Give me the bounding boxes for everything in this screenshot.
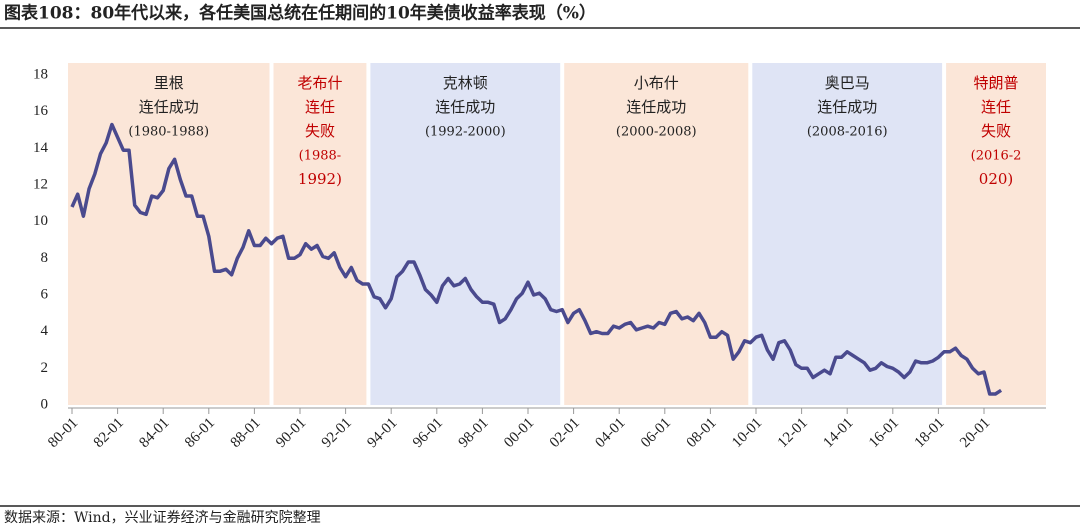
region-label: 里根 [154, 74, 184, 92]
x-tick-label: 10-01 [729, 415, 765, 451]
region [370, 63, 561, 405]
x-tick-label: 02-01 [547, 415, 583, 451]
region-label: 克林顿 [443, 74, 488, 92]
y-tick-label: 14 [33, 140, 49, 156]
x-tick-label: 14-01 [820, 415, 856, 451]
x-tick-label: 12-01 [775, 415, 811, 451]
region-label: 小布什 [634, 74, 679, 92]
region-label: 1992) [298, 170, 342, 188]
y-tick-label: 8 [41, 250, 49, 266]
yield-line [70, 122, 1003, 396]
region [564, 63, 749, 405]
y-tick-label: 10 [33, 213, 48, 229]
x-tick-label: 96-01 [410, 415, 446, 451]
x-tick-label: 18-01 [912, 415, 948, 451]
y-tick-label: 18 [33, 66, 48, 82]
y-tick-label: 16 [33, 103, 49, 119]
x-tick-label: 04-01 [592, 415, 628, 451]
x-tick-label: 84-01 [136, 415, 172, 451]
x-tick-label: 98-01 [456, 415, 492, 451]
x-tick-label: 90-01 [273, 415, 309, 451]
region-label: 连任成功 [626, 98, 686, 116]
x-tick-label: 86-01 [182, 415, 218, 451]
region-label: (2008-2016) [807, 125, 888, 140]
region-label: 连任成功 [435, 98, 495, 116]
x-tick-label: 88-01 [228, 415, 264, 451]
x-tick-label: 08-01 [684, 415, 720, 451]
y-tick-label: 4 [41, 323, 49, 339]
region-label: 020) [979, 170, 1013, 188]
region [273, 63, 367, 405]
y-tick-label: 2 [41, 360, 49, 376]
region-label: 老布什 [297, 74, 342, 92]
region-label: 特朗普 [974, 74, 1019, 92]
x-tick-label: 20-01 [957, 415, 993, 451]
region-label: 奥巴马 [825, 74, 870, 92]
region-label: (1992-2000) [425, 125, 506, 140]
region [946, 63, 1046, 405]
region-label: 失败 [305, 122, 335, 140]
x-tick-label: 82-01 [91, 415, 127, 451]
region-label: (1980-1988) [128, 125, 209, 140]
region [68, 63, 270, 405]
x-tick-label: 06-01 [638, 415, 674, 451]
chart-title: 图表108：80年代以来，各任美国总统在任期间的10年美债收益率表现（%） [4, 3, 596, 24]
region-label: 连任 [981, 98, 1011, 116]
region-label: (2000-2008) [616, 125, 697, 140]
x-tick-label: 92-01 [319, 415, 355, 451]
y-tick-label: 12 [33, 176, 48, 192]
region-label: (2016-2 [971, 149, 1022, 164]
x-tick-label: 80-01 [45, 415, 81, 451]
x-tick-label: 16-01 [866, 415, 902, 451]
region-label: (1988- [299, 149, 342, 164]
y-tick-label: 6 [41, 286, 49, 302]
y-tick-label: 0 [41, 396, 49, 412]
x-tick-label: 00-01 [501, 415, 537, 451]
region [752, 63, 943, 405]
region-label: 连任成功 [139, 98, 199, 116]
x-tick-label: 94-01 [364, 415, 400, 451]
region-label: 连任成功 [817, 98, 877, 116]
source: 数据来源：Wind，兴业证券经济与金融研究院整理 [4, 510, 321, 526]
region-label: 连任 [305, 98, 335, 116]
region-label: 失败 [981, 122, 1011, 140]
